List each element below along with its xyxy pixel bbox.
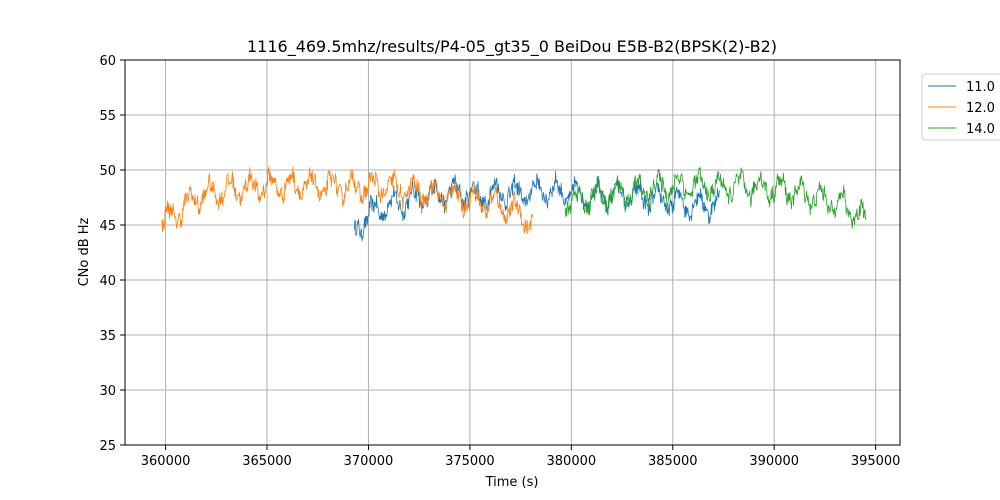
y-tick-label: 45 [99,219,116,234]
y-tick-label: 60 [99,54,116,69]
x-axis-label: Time (s) [485,475,539,490]
y-tick-label: 35 [99,329,116,344]
y-tick-label: 55 [99,109,116,124]
y-axis-label: CNo dB Hz [77,217,92,286]
ticks: 360000 365000 370000 375000 380000 385000 3900… [99,54,900,469]
y-tick-label: 50 [99,164,116,179]
series-line-12.0 [161,166,534,234]
y-tick-label: 40 [99,274,116,289]
x-tick-label: 380000 [547,454,597,469]
x-tick-label: 385000 [648,454,698,469]
series-layer [161,166,866,242]
legend-label: 12.0 [966,101,995,116]
plot-frame [124,59,901,446]
x-tick-label: 375000 [445,454,495,469]
x-tick-label: 360000 [141,454,191,469]
series-line-11.0 [353,170,720,242]
x-tick-label: 395000 [851,454,901,469]
series-line-14.0 [564,167,866,229]
y-tick-label: 30 [99,384,116,399]
x-tick-label: 365000 [242,454,292,469]
legend-box [921,73,1000,141]
x-tick-label: 370000 [344,454,394,469]
legend-label: 11.0 [966,80,995,95]
y-tick-label: 25 [99,439,116,454]
chart-title: 1116_469.5mhz/results/P4-05_gt35_0 BeiDo… [247,37,777,57]
legend-label: 14.0 [966,122,995,137]
grid [125,59,900,446]
x-tick-label: 390000 [749,454,799,469]
legend: 11.0 12.0 14.0 [921,73,1000,141]
